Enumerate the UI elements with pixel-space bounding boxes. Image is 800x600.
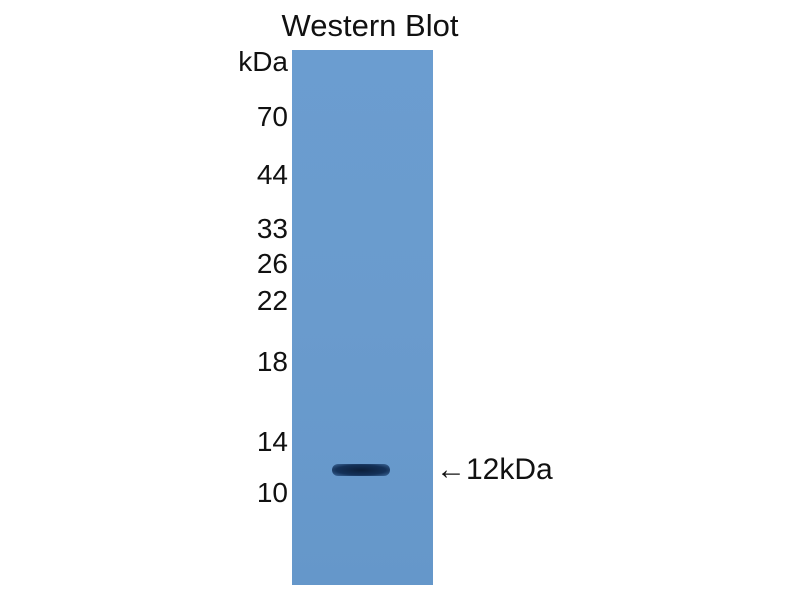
marker-label: 10 — [256, 477, 288, 508]
marker-label: 33 — [256, 213, 288, 244]
band-annotation: ←12kDa — [436, 453, 553, 486]
protein-band — [332, 464, 390, 476]
marker-label: 14 — [256, 426, 288, 457]
blot-lane — [292, 50, 433, 585]
marker-label: 44 — [256, 159, 288, 190]
unit-label: kDa — [238, 46, 288, 77]
marker-label: 26 — [256, 248, 288, 279]
marker-label: 70 — [256, 101, 288, 132]
marker-label: 22 — [256, 285, 288, 316]
figure-title: Western Blot — [281, 8, 459, 43]
marker-label: 18 — [256, 346, 288, 377]
